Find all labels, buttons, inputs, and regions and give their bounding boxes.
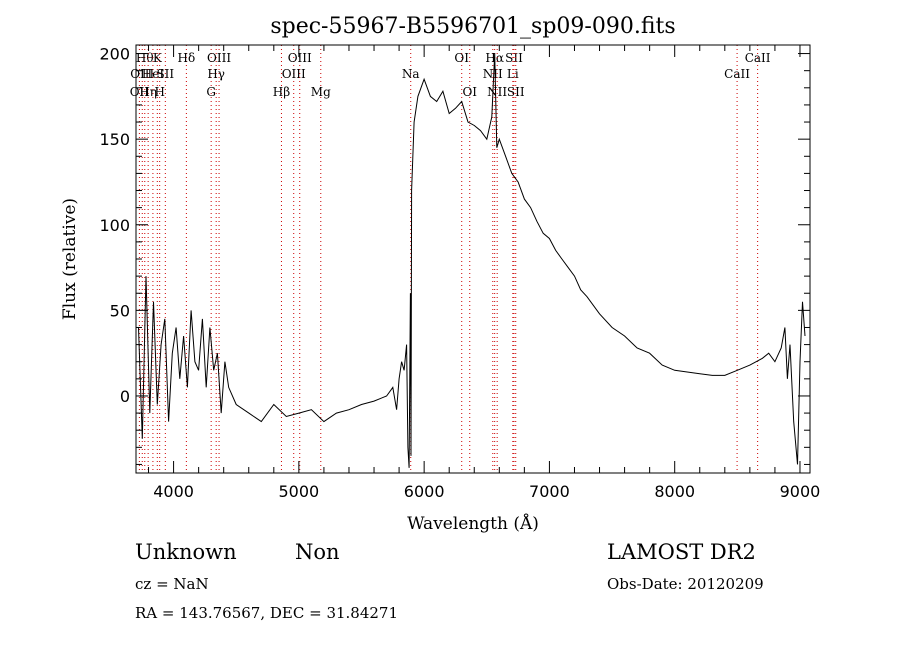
line-marker-label: CaII — [745, 51, 771, 65]
line-markers: OIIOIIIHθHηHeIKHSIIHδGHγOIIIHβOIIIOIIIMg… — [130, 45, 771, 473]
line-marker-label: OI — [462, 85, 477, 99]
line-marker-label: NII — [487, 85, 507, 99]
spectrum-series — [138, 53, 806, 468]
x-tick-label: 4000 — [153, 482, 194, 501]
line-marker-label: OII — [130, 85, 150, 99]
line-marker-label: HeI — [142, 67, 165, 81]
line-marker-label: Hβ — [273, 85, 290, 99]
line-marker-label: Na — [402, 67, 420, 81]
x-tick-label: 5000 — [279, 482, 320, 501]
line-marker-label: Hγ — [207, 67, 225, 81]
obs-date: Obs-Date: 20120209 — [607, 575, 764, 593]
line-marker-label: Mg — [311, 85, 331, 99]
coordinates: RA = 143.76567, DEC = 31.84271 — [135, 604, 399, 622]
y-tick-label: 0 — [120, 387, 130, 406]
line-marker-label: CaII — [724, 67, 750, 81]
line-marker-label: Hθ — [136, 51, 154, 65]
axes-ticks: 4000 5000 6000 7000 8000 9000 0 50 100 150 200 — [99, 45, 820, 501]
line-marker-label: SII — [507, 85, 525, 99]
line-marker-label: H — [154, 85, 164, 99]
x-axis-label: Wavelength (Å) — [407, 513, 539, 534]
line-marker-label: SII — [156, 67, 174, 81]
x-tick-label: 8000 — [654, 482, 695, 501]
y-tick-label: 200 — [99, 45, 130, 64]
redshift-cz: cz = NaN — [135, 575, 209, 593]
x-tick-label: 9000 — [780, 482, 821, 501]
x-tick-label: 6000 — [404, 482, 445, 501]
y-tick-label: 100 — [99, 216, 130, 235]
chart-title: spec-55967-B5596701_sp09-090.fits — [270, 14, 675, 39]
survey-name: LAMOST DR2 — [607, 540, 756, 564]
y-tick-label: 50 — [110, 301, 130, 320]
line-marker-label: G — [206, 85, 216, 99]
x-tick-label: 7000 — [529, 482, 570, 501]
y-tick-label: 150 — [99, 130, 130, 149]
line-marker-label: Li — [507, 67, 519, 81]
line-marker-label: OIII — [207, 51, 231, 65]
spectral-subclass: Non — [295, 540, 340, 564]
spectrum-line — [138, 53, 806, 468]
spectral-class: Unknown — [135, 540, 237, 564]
line-marker-label: NII — [483, 67, 503, 81]
plot-frame — [135, 44, 811, 474]
line-marker-label: SII — [505, 51, 523, 65]
line-marker-label: K — [153, 51, 163, 65]
line-marker-label: OI — [454, 51, 469, 65]
line-marker-label: Hη — [139, 85, 157, 99]
y-axis-label: Flux (relative) — [60, 198, 80, 320]
line-marker-label: OIII — [288, 51, 312, 65]
line-marker-label: Hδ — [178, 51, 196, 65]
line-marker-label: OIII — [282, 67, 306, 81]
